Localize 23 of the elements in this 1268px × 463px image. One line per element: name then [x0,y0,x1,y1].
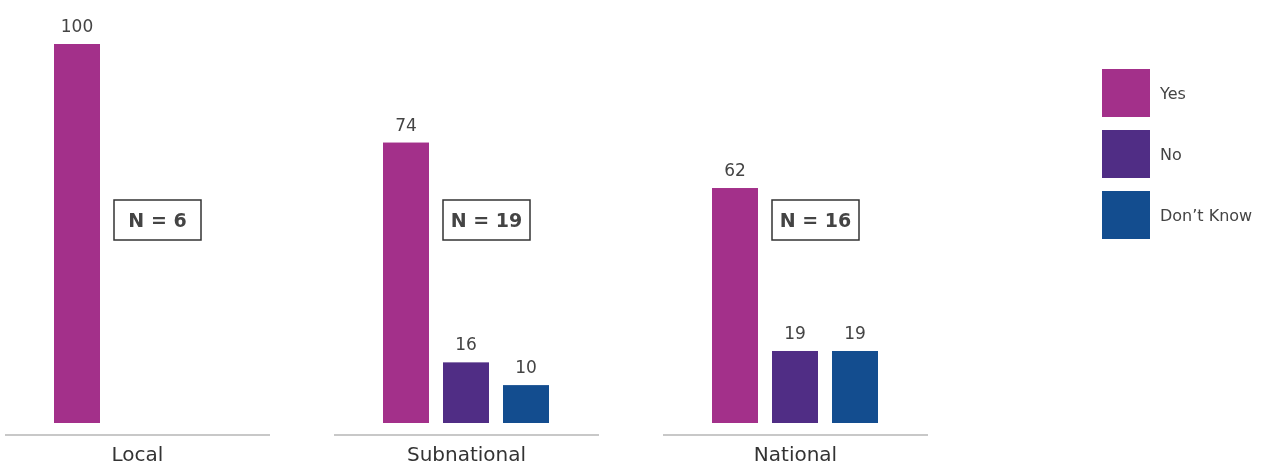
text: Yes [1159,84,1186,103]
bar [54,44,100,423]
data-label: 74 [395,114,417,135]
data-label: 16 [455,334,477,355]
bar [443,362,489,423]
x-tick-label: Subnational [406,442,527,463]
annotation: N = 16 [779,209,852,231]
x-tick-label: Local [111,442,164,463]
annotation: N = 19 [450,209,523,231]
data-label: 19 [784,322,806,343]
x-tick-label: National [753,442,838,463]
bar [772,350,818,423]
data-label: 10 [515,357,537,378]
text: Don’t Know [1160,206,1253,225]
bar [383,142,429,423]
text: No [1160,145,1182,164]
bar [503,385,549,423]
data-label: 19 [844,322,866,343]
data-label: 62 [724,160,746,181]
bar [832,350,878,423]
data-label: 100 [60,16,94,36]
bar [712,188,758,423]
annotation: N = 6 [128,209,187,231]
